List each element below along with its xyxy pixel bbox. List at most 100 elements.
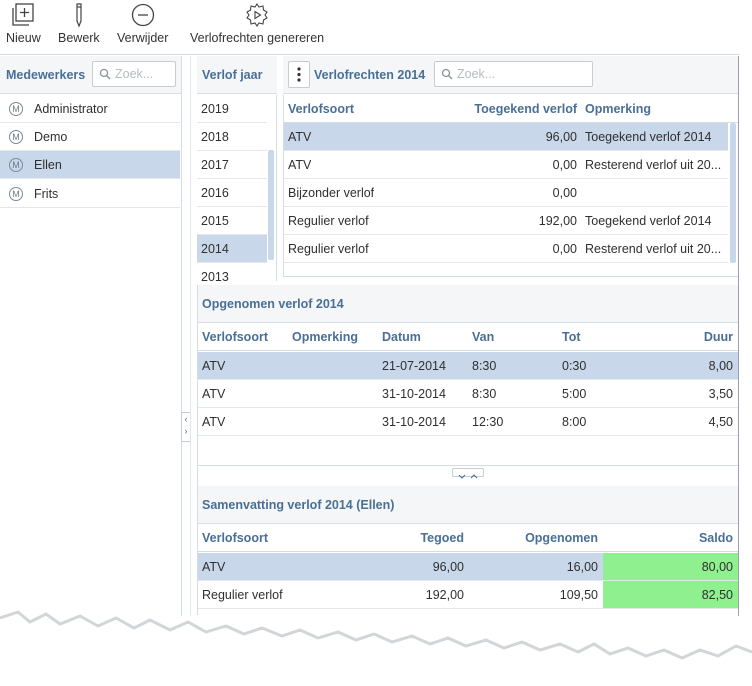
rights-search-input[interactable] <box>457 65 588 83</box>
taken-row[interactable]: ATV 21-07-2014 8:30 0:30 8,00 <box>197 352 738 380</box>
saldo-highlight <box>603 581 738 608</box>
rights-row[interactable]: Regulier verlof 0,00 Resterend verlof ui… <box>283 235 728 263</box>
taken-row[interactable]: ATV 31-10-2014 12:30 8:00 4,50 <box>197 408 738 436</box>
saldo-highlight <box>603 553 738 580</box>
year-label: 2018 <box>201 130 229 144</box>
edit-button-label: Bewerk <box>58 31 100 45</box>
year-item-2014[interactable]: 2014 <box>197 235 267 263</box>
rights-scrollbar[interactable] <box>730 123 736 263</box>
rights-left-border <box>283 95 284 277</box>
cell-from: 8:30 <box>472 387 497 401</box>
column-header[interactable]: Opmerking <box>585 102 651 116</box>
summary-title: Samenvatting verlof 2014 (Ellen) <box>202 498 395 512</box>
employees-search-input[interactable] <box>115 65 171 83</box>
column-header[interactable]: Verlofsoort <box>202 531 268 545</box>
employees-header: Medewerkers <box>0 56 181 94</box>
column-header[interactable]: Tot <box>562 330 581 344</box>
employee-item-administrator[interactable]: M Administrator <box>0 95 180 123</box>
years-scrollbar[interactable] <box>268 150 274 260</box>
year-item-2019[interactable]: 2019 <box>197 95 267 123</box>
year-item-2015[interactable]: 2015 <box>197 207 267 235</box>
cell-credit: 96,00 <box>432 560 464 574</box>
employee-name: Ellen <box>34 158 62 172</box>
year-label: 2017 <box>201 158 229 172</box>
chevron-right-icon: › <box>184 426 188 436</box>
summary-row[interactable]: Regulier verlof 192,00 109,50 82,50 <box>197 581 738 609</box>
cell-remark: Resterend verlof uit 20... <box>585 242 722 256</box>
toolbar: Nieuw Bewerk Verwijder Verlofrechten gen… <box>0 0 740 55</box>
employee-item-ellen[interactable]: M Ellen <box>0 151 180 179</box>
employee-icon: M <box>9 158 23 172</box>
employees-title: Medewerkers <box>6 68 86 82</box>
rights-title: Verlofrechten 2014 <box>314 68 426 82</box>
column-header[interactable]: Toegekend verlof <box>474 102 577 116</box>
vertical-dots-icon <box>297 67 301 82</box>
chevron-up-down-icon <box>458 474 478 479</box>
cell-granted: 0,00 <box>552 186 577 200</box>
year-item-2017[interactable]: 2017 <box>197 151 267 179</box>
column-header[interactable]: Verlofsoort <box>202 330 268 344</box>
edit-button[interactable]: Bewerk <box>58 2 100 45</box>
column-header[interactable]: Tegoed <box>420 531 464 545</box>
cell-date: 21-07-2014 <box>382 359 446 373</box>
generate-rights-button[interactable]: Verlofrechten genereren <box>190 2 324 45</box>
summary-row[interactable]: ATV 96,00 16,00 80,00 <box>197 553 738 581</box>
rights-search[interactable] <box>434 61 593 87</box>
torn-edge-decoration <box>0 610 752 686</box>
cell-duration: 4,50 <box>708 415 733 429</box>
employee-item-demo[interactable]: M Demo <box>0 123 180 151</box>
year-label: 2019 <box>201 102 229 116</box>
year-item-2016[interactable]: 2016 <box>197 179 267 207</box>
cell-from: 8:30 <box>472 359 497 373</box>
year-item-2013[interactable]: 2013 <box>197 263 267 281</box>
column-header[interactable]: Saldo <box>698 531 733 545</box>
taken-header: Opgenomen verlof 2014 <box>197 285 738 323</box>
column-header[interactable]: Verlofsoort <box>288 102 354 116</box>
years-list: 2019 2018 2017 2016 2015 2014 2013 <box>197 95 277 281</box>
cell-leave-type: ATV <box>202 387 226 401</box>
cell-duration: 3,50 <box>708 387 733 401</box>
taken-title: Opgenomen verlof 2014 <box>202 297 344 311</box>
rights-row[interactable]: ATV 0,00 Resterend verlof uit 20... <box>283 151 728 179</box>
taken-row[interactable]: ATV 31-10-2014 8:30 5:00 3,50 <box>197 380 738 408</box>
year-item-2018[interactable]: 2018 <box>197 123 267 151</box>
generate-rights-button-label: Verlofrechten genereren <box>190 31 325 45</box>
cell-taken: 16,00 <box>566 560 598 574</box>
column-header[interactable]: Opgenomen <box>525 531 598 545</box>
taken-bottom-border <box>197 465 738 466</box>
cell-credit: 192,00 <box>425 588 464 602</box>
summary-header: Samenvatting verlof 2014 (Ellen) <box>197 486 738 524</box>
new-document-icon <box>12 3 35 26</box>
splitter-handle[interactable] <box>452 468 484 479</box>
employee-name: Demo <box>34 130 68 144</box>
employees-search[interactable] <box>92 61 176 87</box>
cell-remark: Toegekend verlof 2014 <box>585 130 712 144</box>
rights-row[interactable]: Regulier verlof 192,00 Toegekend verlof … <box>283 207 728 235</box>
employee-name: Frits <box>34 187 59 201</box>
new-button-label: Nieuw <box>6 31 41 45</box>
rights-row[interactable]: Bijzonder verlof 0,00 <box>283 179 728 207</box>
minus-circle-icon <box>131 3 154 27</box>
cell-date: 31-10-2014 <box>382 415 446 429</box>
year-label: 2013 <box>201 270 229 281</box>
cell-to: 8:00 <box>562 415 587 429</box>
delete-button[interactable]: Verwijder <box>117 2 168 45</box>
column-header[interactable]: Duur <box>703 330 733 344</box>
rights-grid-header: Verlofsoort Toegekend verlof Opmerking <box>283 95 738 123</box>
rights-row[interactable]: ATV 96,00 Toegekend verlof 2014 <box>283 123 728 151</box>
rights-menu-button[interactable] <box>288 61 310 88</box>
cell-granted: 96,00 <box>545 130 577 144</box>
cell-leave-type: ATV <box>288 158 312 172</box>
new-button[interactable]: Nieuw <box>6 2 41 45</box>
cell-to: 5:00 <box>562 387 587 401</box>
column-header[interactable]: Opmerking <box>292 330 358 344</box>
employee-item-frits[interactable]: M Frits <box>0 180 180 208</box>
cell-leave-type: Bijzonder verlof <box>288 186 375 200</box>
column-header[interactable]: Van <box>472 330 495 344</box>
cell-leave-type: Regulier verlof <box>202 588 283 602</box>
cell-remark: Toegekend verlof 2014 <box>585 214 712 228</box>
employee-icon: M <box>9 187 23 201</box>
column-header[interactable]: Datum <box>382 330 421 344</box>
gear-play-icon <box>246 3 268 27</box>
chevron-left-icon: ‹ <box>184 414 188 424</box>
